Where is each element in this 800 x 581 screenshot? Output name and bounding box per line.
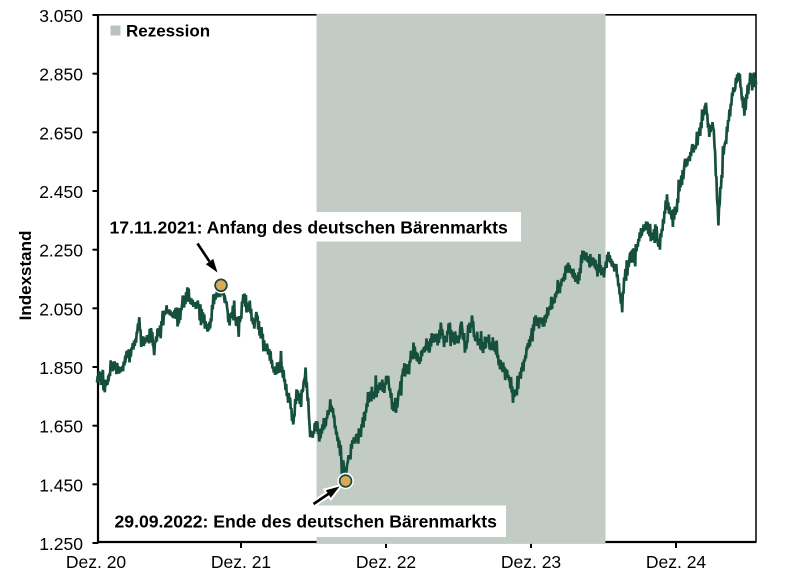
svg-text:2.450: 2.450: [39, 182, 83, 202]
svg-text:2.050: 2.050: [39, 299, 83, 319]
svg-text:Rezession: Rezession: [126, 22, 210, 41]
svg-text:Dez. 24: Dez. 24: [646, 552, 707, 572]
svg-text:Dez. 22: Dez. 22: [356, 552, 416, 572]
svg-text:29.09.2022: Ende des deutschen: 29.09.2022: Ende des deutschen Bärenmark…: [115, 512, 498, 532]
svg-text:Dez. 20: Dez. 20: [66, 552, 127, 572]
svg-text:2.650: 2.650: [39, 123, 83, 143]
svg-text:1.250: 1.250: [39, 534, 83, 554]
svg-text:1.850: 1.850: [39, 358, 83, 378]
svg-text:Dez. 23: Dez. 23: [501, 552, 561, 572]
svg-text:2.250: 2.250: [39, 241, 83, 261]
svg-text:1.650: 1.650: [39, 417, 83, 437]
svg-text:1.450: 1.450: [39, 475, 83, 495]
svg-text:Indexstand: Indexstand: [16, 231, 35, 321]
svg-text:17.11.2021: Anfang des deutsch: 17.11.2021: Anfang des deutschen Bärenma…: [110, 218, 509, 238]
svg-text:3.050: 3.050: [39, 6, 83, 26]
svg-text:2.850: 2.850: [39, 65, 83, 85]
svg-text:Dez. 21: Dez. 21: [211, 552, 271, 572]
